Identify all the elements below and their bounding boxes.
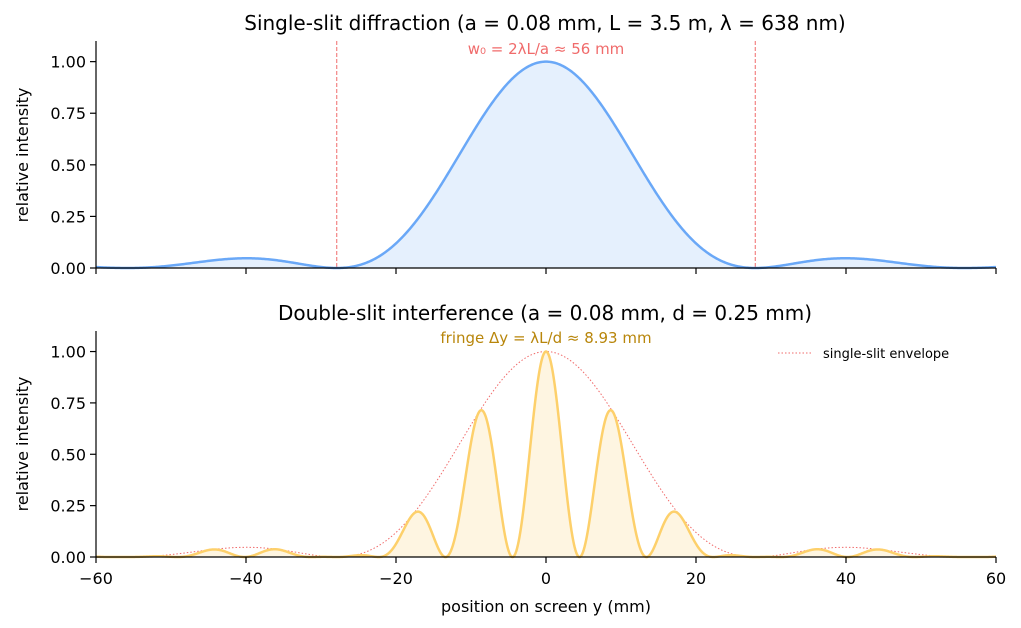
bottom-y-ticks: 0.00 0.25 0.50 0.75 1.00: [50, 343, 96, 567]
bottom-xtick-label: 20: [686, 569, 706, 588]
top-panel: Single-slit diffraction (a = 0.08 mm, L …: [13, 11, 997, 278]
fringe-annotation: fringe Δy = λL/d ≈ 8.93 mm: [440, 329, 651, 347]
envelope-line: [95, 351, 997, 558]
double-slit-area: [96, 351, 996, 557]
bottom-xtick-label: 0: [541, 569, 551, 588]
bottom-x-axis-label: position on screen y (mm): [441, 597, 651, 616]
bottom-xtick-label: −40: [229, 569, 263, 588]
top-y-axis-label: relative intensity: [13, 88, 32, 223]
top-ytick-label: 0.75: [50, 104, 86, 123]
top-ytick-label: 1.00: [50, 53, 86, 72]
top-width-annotation: w₀ = 2λL/a ≈ 56 mm: [468, 40, 625, 58]
bottom-xtick-label: 60: [986, 569, 1006, 588]
top-ytick-label: 0.50: [50, 156, 86, 175]
top-curve-fill: [96, 61, 996, 268]
bottom-ytick-label: 1.00: [50, 343, 86, 362]
top-x-ticks: [95, 268, 997, 274]
bottom-curve-fill: [96, 351, 996, 557]
bottom-ytick-label: 0.25: [50, 497, 86, 516]
bottom-ytick-label: 0.50: [50, 445, 86, 464]
bottom-chart-title: Double-slit interference (a = 0.08 mm, d…: [278, 301, 812, 325]
single-slit-line: [95, 60, 997, 270]
bottom-ytick-label: 0.00: [50, 548, 86, 567]
top-vlines: [336, 41, 756, 268]
top-curve: [95, 60, 997, 270]
legend: single-slit envelope: [778, 347, 949, 362]
top-ytick-label: 0.25: [50, 207, 86, 226]
bottom-y-axis-label: relative intensity: [13, 377, 32, 512]
bottom-envelope: [95, 351, 997, 558]
bottom-xtick-label: 40: [836, 569, 856, 588]
bottom-xtick-label: −20: [379, 569, 413, 588]
legend-envelope-label: single-slit envelope: [823, 347, 949, 362]
top-chart-title: Single-slit diffraction (a = 0.08 mm, L …: [244, 11, 845, 35]
top-area: [96, 61, 996, 268]
top-y-ticks: 0.00 0.25 0.50 0.75 1.00: [50, 53, 96, 278]
bottom-xtick-label: −60: [79, 569, 113, 588]
bottom-ytick-label: 0.75: [50, 394, 86, 413]
top-ytick-label: 0.00: [50, 259, 86, 278]
bottom-panel: Double-slit interference (a = 0.08 mm, d…: [13, 301, 1006, 616]
bottom-x-ticks: −60 −40 −20 0 20 40 60: [79, 557, 1006, 588]
